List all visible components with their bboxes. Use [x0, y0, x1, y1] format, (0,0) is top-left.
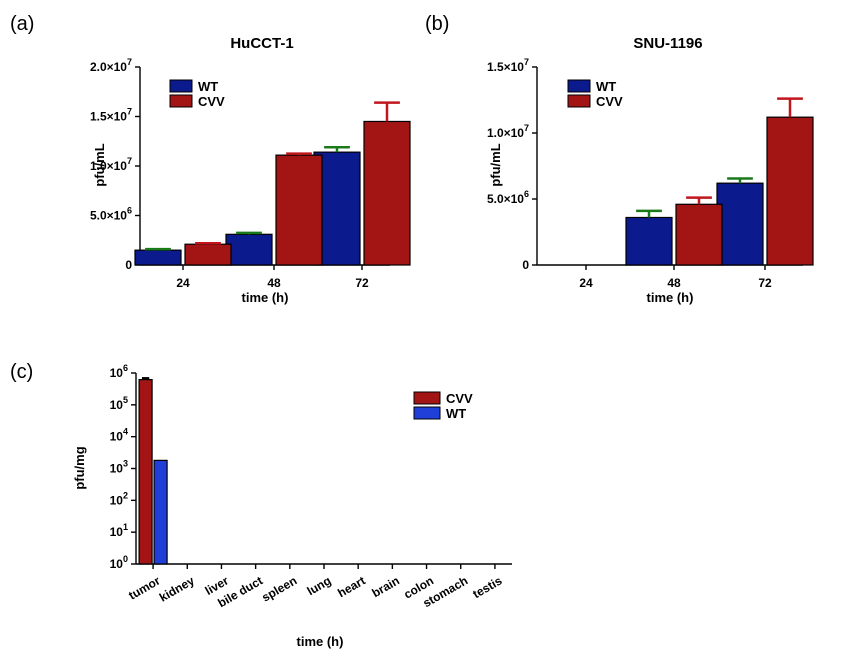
bar-wt — [225, 233, 273, 266]
panel-label: (c) — [10, 361, 33, 383]
x-axis-title: time (h) — [647, 290, 694, 305]
bar-cvv — [138, 379, 153, 565]
bar-wt — [716, 182, 764, 266]
chart-title: HuCCT-1 — [230, 35, 293, 52]
x-axis-title: time (h) — [297, 634, 344, 649]
y-tick-label: 1.0×107 — [90, 156, 132, 173]
y-tick-label: 100 — [110, 554, 128, 571]
legend-swatch-wt — [413, 406, 441, 420]
y-tick-label: 104 — [110, 427, 128, 444]
y-tick-label: 1.5×107 — [487, 57, 529, 74]
panel-label: (b) — [425, 13, 449, 35]
x-tick-label: 24 — [579, 276, 593, 290]
x-axis-title: time (h) — [242, 290, 289, 305]
legend-label-cvv: CVV — [596, 94, 623, 109]
legend-swatch-wt — [567, 79, 591, 93]
legend-label-wt: WT — [198, 79, 218, 94]
x-tick-label: spleen — [259, 573, 299, 604]
panel-label: (a) — [10, 13, 34, 35]
bar-wt — [134, 249, 182, 266]
bar-cvv — [363, 120, 411, 266]
bar-cvv — [184, 243, 232, 266]
legend-label-wt: WT — [596, 79, 616, 94]
bar-wt — [153, 459, 168, 565]
y-tick-label: 106 — [110, 363, 128, 380]
legend-swatch-cvv — [413, 391, 441, 405]
legend-swatch-cvv — [169, 94, 193, 108]
y-tick-label: 5.0×106 — [90, 206, 132, 223]
y-tick-label: 103 — [110, 459, 128, 476]
x-tick-label: lung — [305, 573, 334, 598]
legend-swatch-wt — [169, 79, 193, 93]
y-tick-label: 5.0×106 — [487, 189, 529, 206]
y-tick-label: 101 — [110, 522, 128, 539]
y-axis-title: pfu/mL — [92, 143, 107, 186]
bar-cvv — [766, 116, 814, 266]
legend-swatch-cvv — [567, 94, 591, 108]
y-tick-label: 1.5×107 — [90, 107, 132, 124]
bar-wt — [625, 216, 673, 266]
x-tick-label: tumor — [126, 573, 163, 602]
legend-label-wt: WT — [446, 406, 466, 421]
x-tick-label: kidney — [157, 573, 197, 604]
x-tick-label: heart — [335, 573, 367, 600]
y-tick-label: 0 — [125, 258, 132, 272]
bar-cvv — [275, 154, 323, 266]
x-tick-label: brain — [369, 573, 401, 600]
y-tick-label: 0 — [522, 258, 529, 272]
y-tick-label: 105 — [110, 395, 128, 412]
x-tick-label: 48 — [667, 276, 681, 290]
bar-cvv — [675, 203, 723, 266]
x-tick-label: 24 — [176, 276, 190, 290]
y-axis-title: pfu/mg — [72, 446, 87, 489]
x-tick-label: testis — [470, 573, 504, 601]
y-tick-label: 102 — [110, 490, 128, 507]
legend-label-cvv: CVV — [198, 94, 225, 109]
x-tick-label: 72 — [758, 276, 772, 290]
x-tick-label: 72 — [355, 276, 369, 290]
x-tick-label: 48 — [267, 276, 281, 290]
chart-title: SNU-1196 — [633, 35, 702, 52]
y-tick-label: 1.0×107 — [487, 123, 529, 140]
legend-label-cvv: CVV — [446, 391, 473, 406]
y-axis-title: pfu/mL — [488, 143, 503, 186]
y-tick-label: 2.0×107 — [90, 57, 132, 74]
